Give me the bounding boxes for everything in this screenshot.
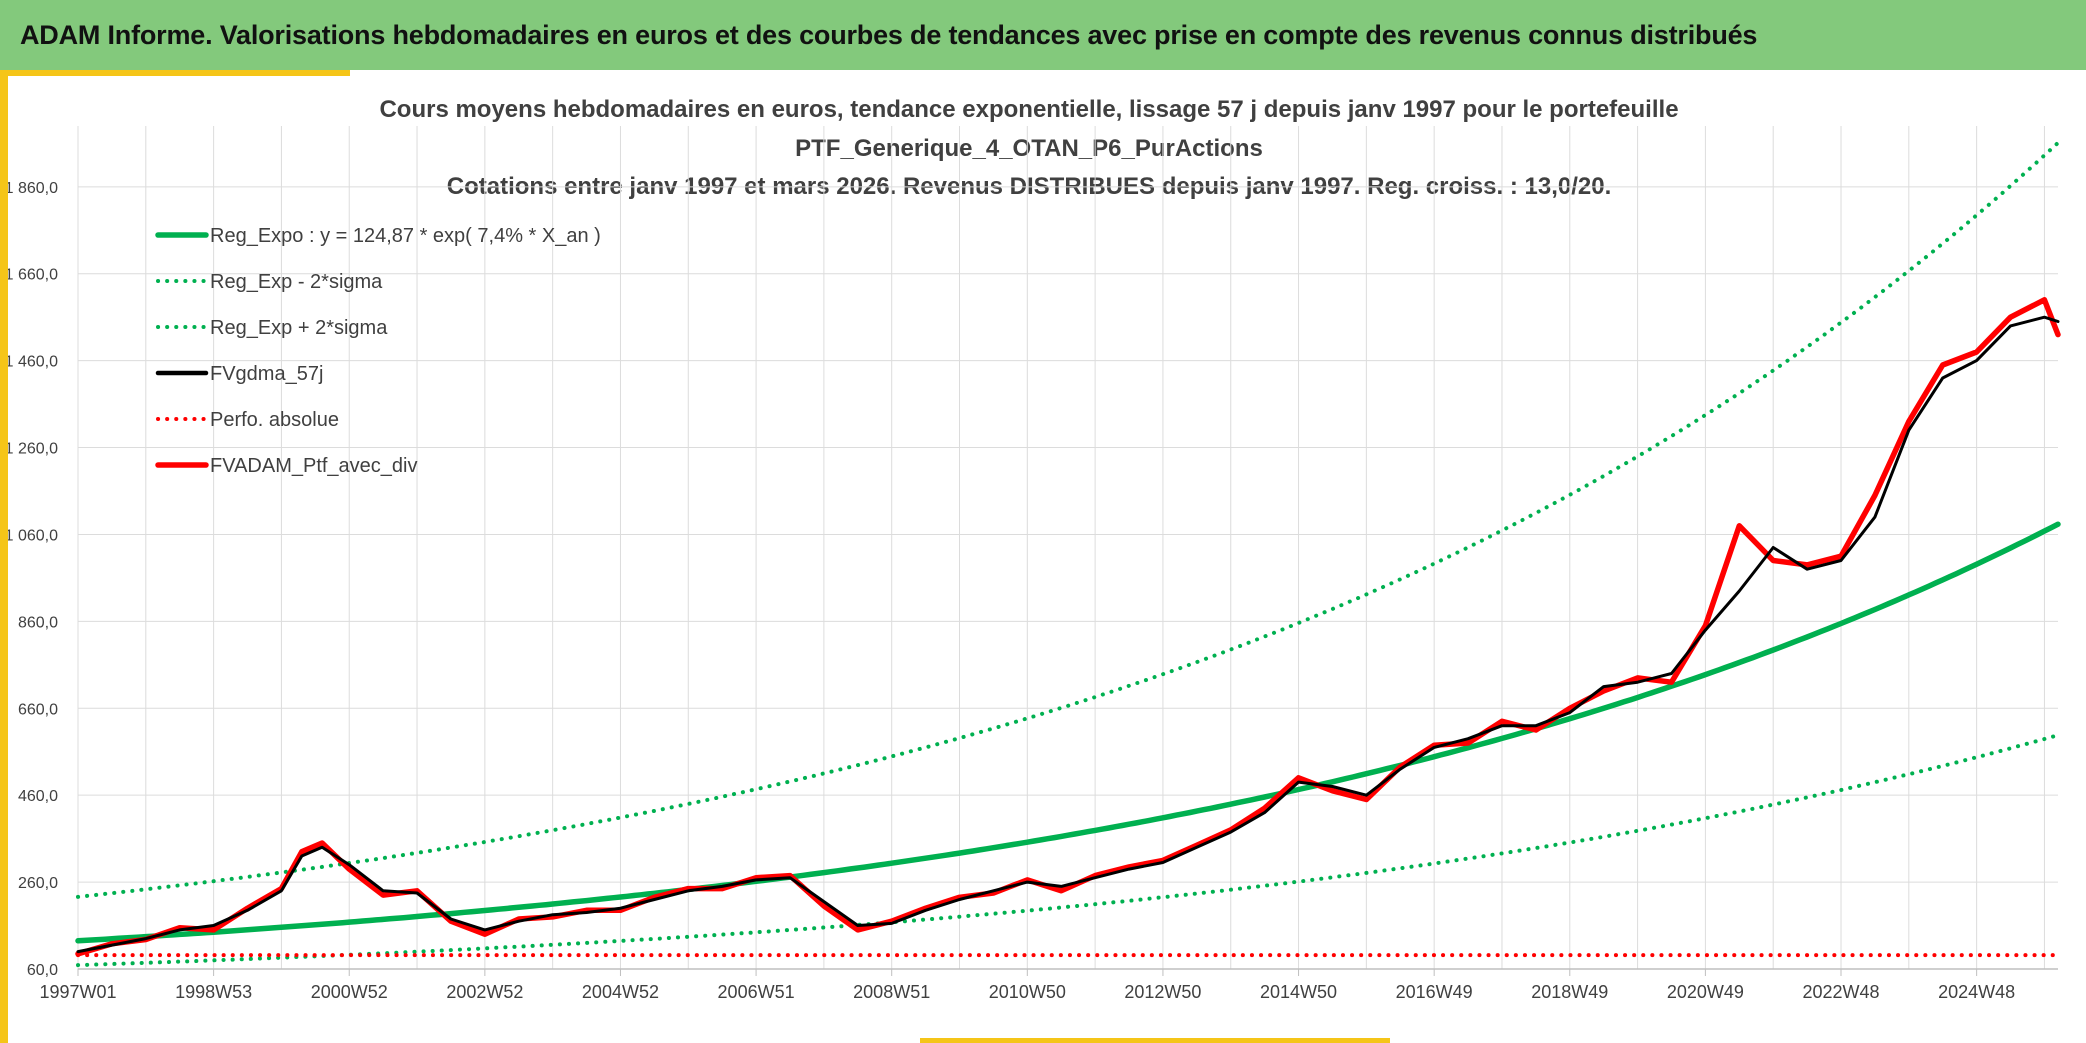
chart-grid <box>77 126 2058 970</box>
chart-area: Cours moyens hebdomadaires en euros, ten… <box>5 76 2080 1038</box>
x-tick-label: 2020W49 <box>1667 982 1744 1002</box>
legend-label: Reg_Exp + 2*sigma <box>210 317 388 339</box>
accent-bar-left <box>0 70 8 1043</box>
x-tick-label: 2008W51 <box>853 982 930 1002</box>
accent-bar-top <box>0 70 350 76</box>
banner-title: ADAM Informe. Valorisations hebdomadaire… <box>20 19 1758 50</box>
x-tick-label: 2002W52 <box>446 982 523 1002</box>
series-line-fvgdma-57j <box>76 315 2060 954</box>
series-line-reg-exp-2-sigma <box>76 733 2060 968</box>
line-chart: Cours moyens hebdomadaires en euros, ten… <box>5 96 2061 1002</box>
chart-title: Cours moyens hebdomadaires en euros, ten… <box>379 96 1678 200</box>
x-tick-label: 1997W01 <box>39 982 116 1002</box>
chart-legend: Reg_Expo : y = 124,87 * exp( 7,4% * X_an… <box>155 225 601 477</box>
chart-title-line-1: Cours moyens hebdomadaires en euros, ten… <box>379 96 1678 123</box>
x-tick-label: 2006W51 <box>718 982 795 1002</box>
y-tick-label: 60,0 <box>27 962 58 979</box>
x-tick-label: 2012W50 <box>1124 982 1201 1002</box>
legend-label: Perfo. absolue <box>210 409 339 431</box>
series-line-reg-expo-y-124-87-exp-7-4-x-an <box>75 521 2061 944</box>
y-tick-label: 1 860,0 <box>8 180 58 197</box>
chart-series <box>75 140 2061 968</box>
x-tick-label: 2010W50 <box>989 982 1066 1002</box>
y-tick-label: 260,0 <box>18 875 58 892</box>
x-tick-label: 2014W50 <box>1260 982 1337 1002</box>
x-tick-label: 2018W49 <box>1531 982 1608 1002</box>
x-tick-label: 2000W52 <box>311 982 388 1002</box>
legend-label: FVADAM_Ptf_avec_div <box>210 455 418 477</box>
series-line-reg-exp-2-sigma <box>76 140 2060 899</box>
legend-label: Reg_Exp - 2*sigma <box>210 271 383 293</box>
y-axis: 60,0 260,0 460,0 660,0 860,0 1 060,0 1 260,0 1 … <box>5 180 58 979</box>
x-tick-label: 2022W48 <box>1802 982 1879 1002</box>
series-line-fvadam-ptf-avec-div <box>75 297 2061 957</box>
legend-label: FVgdma_57j <box>210 363 323 385</box>
x-tick-label: 2004W52 <box>582 982 659 1002</box>
chart-title-line-2: PTF_Generique_4_OTAN_P6_PurActions <box>795 135 1263 162</box>
legend-label: Reg_Expo : y = 124,87 * exp( 7,4% * X_an… <box>210 225 601 247</box>
x-axis: 1997W01 1998W53 2000W52 2002W52 2004W52 2006W… <box>39 968 2058 1002</box>
y-tick-label: 660,0 <box>18 701 58 718</box>
accent-bar-bottom <box>920 1038 1390 1043</box>
x-tick-label: 1998W53 <box>175 982 252 1002</box>
y-tick-label: 1 060,0 <box>8 527 58 544</box>
x-tick-label: 2016W49 <box>1396 982 1473 1002</box>
x-tick-label: 2024W48 <box>1938 982 2015 1002</box>
y-tick-label: 1 460,0 <box>8 354 58 371</box>
header-banner: ADAM Informe. Valorisations hebdomadaire… <box>0 0 2086 70</box>
y-tick-label: 1 260,0 <box>8 441 58 458</box>
y-tick-label: 860,0 <box>18 614 58 631</box>
y-tick-label: 1 660,0 <box>8 267 58 284</box>
y-tick-label: 460,0 <box>18 788 58 805</box>
